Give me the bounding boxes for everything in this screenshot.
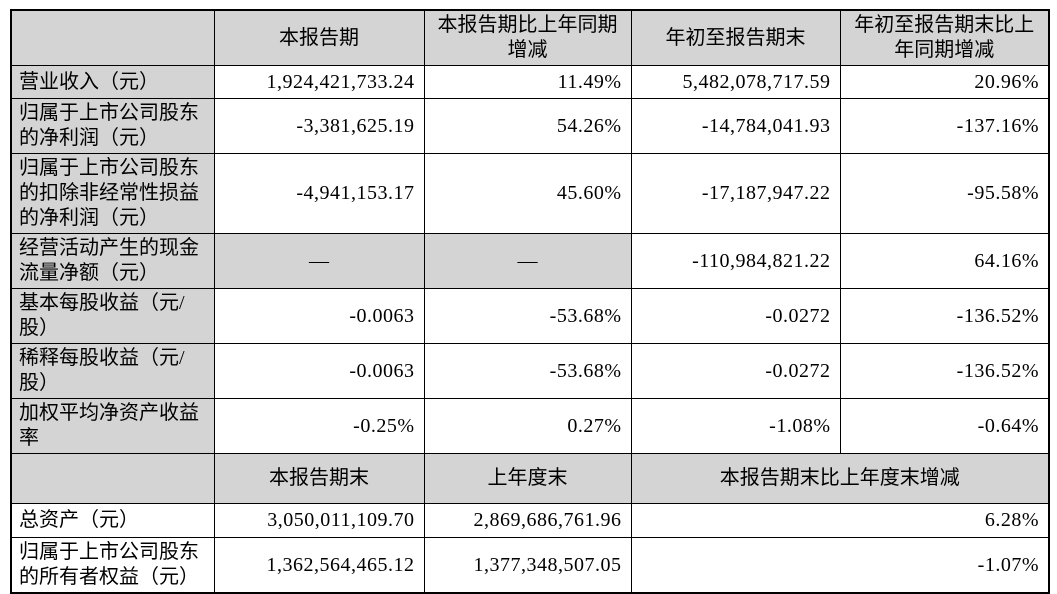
header-period-end-change: 本报告期末比上年度末增减 xyxy=(630,453,1050,504)
table-cell: -14,784,041.93 xyxy=(630,98,841,154)
table-cell: 1,362,564,465.12 xyxy=(213,537,425,594)
table-cell: 20.96% xyxy=(839,65,1050,99)
header-current-period-yoy-change: 本报告期比上年同期增减 xyxy=(423,9,632,66)
table-cell: -137.16% xyxy=(839,98,1050,154)
header-corner-blank xyxy=(10,9,215,66)
table-cell: -3,381,625.19 xyxy=(213,98,425,154)
header-ytd: 年初至报告期末 xyxy=(630,9,841,66)
table-cell: -0.0272 xyxy=(630,288,841,344)
table-cell: -0.64% xyxy=(839,398,1050,454)
table-cell: -17,187,947.22 xyxy=(630,153,841,234)
table-cell: 54.26% xyxy=(423,98,632,154)
table-cell: -136.52% xyxy=(839,288,1050,344)
table-cell: -0.0272 xyxy=(630,343,841,399)
table-cell: 1,377,348,507.05 xyxy=(423,537,632,594)
table-row-net-profit: 归属于上市公司股东的净利润（元） -3,381,625.19 54.26% -1… xyxy=(10,98,1050,154)
table-cell: 11.49% xyxy=(423,65,632,99)
row-label: 归属于上市公司股东的所有者权益（元） xyxy=(10,537,215,594)
header-current-period-end: 本报告期末 xyxy=(213,453,425,504)
row-label: 营业收入（元） xyxy=(10,65,215,99)
table-cell: -110,984,821.22 xyxy=(630,233,841,289)
table-cell: 64.16% xyxy=(839,233,1050,289)
table-cell: -53.68% xyxy=(423,343,632,399)
table-cell: 3,050,011,109.70 xyxy=(213,503,425,538)
row-label: 归属于上市公司股东的扣除非经常性损益的净利润（元） xyxy=(10,153,215,234)
table-cell: -53.68% xyxy=(423,288,632,344)
table-row-owners-equity: 归属于上市公司股东的所有者权益（元） 1,362,564,465.12 1,37… xyxy=(10,537,1050,594)
table-cell: 5,482,078,717.59 xyxy=(630,65,841,99)
table-cell: -0.25% xyxy=(213,398,425,454)
table-cell: 6.28% xyxy=(630,503,1050,538)
row-label: 稀释每股收益（元/股） xyxy=(10,343,215,399)
table-row-basic-eps: 基本每股收益（元/股） -0.0063 -53.68% -0.0272 -136… xyxy=(10,288,1050,344)
table-row-operating-cash-flow: 经营活动产生的现金流量净额（元） — — -110,984,821.22 64.… xyxy=(10,233,1050,289)
table-cell: -136.52% xyxy=(839,343,1050,399)
row-label: 经营活动产生的现金流量净额（元） xyxy=(10,233,215,289)
header-current-period: 本报告期 xyxy=(213,9,425,66)
row-label: 加权平均净资产收益率 xyxy=(10,398,215,454)
header-row-period-end: 本报告期末 上年度末 本报告期末比上年度末增减 xyxy=(10,453,1050,504)
table-cell: -0.0063 xyxy=(213,288,425,344)
table-cell: -1.07% xyxy=(630,537,1050,594)
table-cell-dash: — xyxy=(423,233,632,289)
table-cell: -0.0063 xyxy=(213,343,425,399)
table-cell: 0.27% xyxy=(423,398,632,454)
table-row-total-assets: 总资产（元） 3,050,011,109.70 2,869,686,761.96… xyxy=(10,503,1050,538)
financial-summary-table: 本报告期 本报告期比上年同期增减 年初至报告期末 年初至报告期末比上年同期增减 … xyxy=(10,9,1050,594)
row-label: 总资产（元） xyxy=(10,503,215,538)
table-cell: 2,869,686,761.96 xyxy=(423,503,632,538)
row-label: 归属于上市公司股东的净利润（元） xyxy=(10,98,215,154)
table-cell: -1.08% xyxy=(630,398,841,454)
table-cell: -4,941,153.17 xyxy=(213,153,425,234)
header-ytd-yoy-change: 年初至报告期末比上年同期增减 xyxy=(839,9,1050,66)
table-cell: 45.60% xyxy=(423,153,632,234)
table-cell: -95.58% xyxy=(839,153,1050,234)
table-row-net-profit-excl-nonrecurring: 归属于上市公司股东的扣除非经常性损益的净利润（元） -4,941,153.17 … xyxy=(10,153,1050,234)
header-row-period: 本报告期 本报告期比上年同期增减 年初至报告期末 年初至报告期末比上年同期增减 xyxy=(10,9,1050,66)
table-row-weighted-avg-roe: 加权平均净资产收益率 -0.25% 0.27% -1.08% -0.64% xyxy=(10,398,1050,454)
table-cell-dash: — xyxy=(213,233,425,289)
header-prior-year-end: 上年度末 xyxy=(423,453,632,504)
table-row-revenue: 营业收入（元） 1,924,421,733.24 11.49% 5,482,07… xyxy=(10,65,1050,99)
row-label: 基本每股收益（元/股） xyxy=(10,288,215,344)
header-corner-blank-2 xyxy=(10,453,215,504)
table-cell: 1,924,421,733.24 xyxy=(213,65,425,99)
table-row-diluted-eps: 稀释每股收益（元/股） -0.0063 -53.68% -0.0272 -136… xyxy=(10,343,1050,399)
